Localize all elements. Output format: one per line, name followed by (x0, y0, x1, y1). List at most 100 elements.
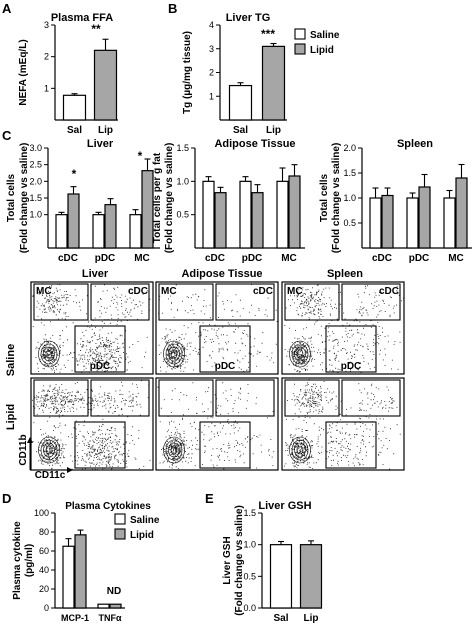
facs-contour (296, 445, 304, 455)
facs-plot-saline-1: MC cDC pDC (155, 281, 279, 375)
bar (251, 192, 264, 249)
chart-title: Liver TG (226, 12, 271, 24)
y-tick-label: 1 (209, 91, 214, 101)
facs-contour (168, 442, 180, 458)
facs-contour (170, 349, 178, 359)
bar (74, 534, 87, 609)
bar (97, 603, 110, 609)
facs-plot-frame (155, 281, 279, 375)
facs-y-axis-label: CD11b (18, 434, 29, 465)
y-tick-label: 0.0 (243, 603, 256, 613)
facs-events (32, 283, 151, 373)
facs-contour (168, 346, 180, 362)
facs-contour (289, 340, 311, 368)
y-tick-label: 2 (209, 68, 214, 78)
liver-cells-chart: Liver Total cells (Fold change vs saline) 1… (6, 138, 160, 264)
y-axis-label-line2: (Fold change vs saline) (164, 143, 175, 254)
panel-letter-c: C (2, 128, 12, 143)
facs-contour (43, 442, 55, 458)
facs-gate-pdc (199, 421, 251, 469)
x-category-label: Sal (233, 125, 248, 136)
facs-contour (38, 340, 60, 368)
facs-plot-frame (30, 377, 154, 471)
bar (228, 84, 253, 121)
facs-gate-cdc-label: cDC (128, 286, 148, 297)
bar (261, 45, 286, 121)
facs-gate-cdc-label: cDC (253, 286, 273, 297)
significance-marker-liver-mc: * (138, 149, 143, 163)
x-category-label: TNFα (98, 613, 121, 623)
facs-contour (40, 343, 58, 365)
bar (214, 192, 227, 249)
x-category-label: pDC (409, 253, 430, 264)
facs-plot-frame (281, 281, 405, 375)
y-tick-label: 0.5 (343, 218, 356, 228)
bar (202, 180, 215, 249)
y-tick-label: 1.5 (176, 143, 189, 153)
facs-gate-cdc (341, 283, 401, 321)
bar (276, 180, 289, 249)
facs-gate-cdc (90, 283, 150, 321)
x-category-label: Sal (67, 125, 82, 136)
bar (381, 194, 394, 249)
facs-contour (289, 436, 311, 464)
liver-tg-chart: Liver TG Tg (µg/mg tissue) 1 2 3 4 Sal Lip Salin… (182, 12, 340, 136)
legend-label: Lipid (130, 530, 154, 541)
y-tick-label: 60 (39, 546, 49, 556)
y-tick-label: 4 (209, 20, 214, 30)
facs-gate-pdc (74, 421, 126, 469)
y-tick-label: 20 (39, 584, 49, 594)
facs-gate-pdc-label: pDC (215, 361, 236, 372)
facs-contour (165, 439, 183, 461)
x-arrow-head (67, 467, 73, 473)
facs-column-spleen: Spleen (327, 268, 363, 280)
facs-row-lipid: Lipid (5, 404, 17, 430)
bar (62, 94, 87, 121)
facs-column-liver: Liver (82, 268, 109, 280)
x-category-label: pDC (242, 253, 263, 264)
bar (109, 603, 122, 609)
facs-contour (294, 346, 306, 362)
y-tick-label: 2.5 (29, 160, 42, 170)
y-axis-label: Tg (µg/mg tissue) (182, 31, 193, 114)
legend-swatch (294, 43, 306, 55)
bar (55, 214, 68, 249)
facs-contour (165, 343, 183, 365)
y-tick-label: 0.5 (243, 571, 256, 581)
x-category-label: cDC (58, 253, 78, 264)
bar (406, 197, 419, 249)
x-category-label: MC (134, 253, 150, 264)
panel-letter-d: D (2, 491, 11, 506)
bar (455, 177, 468, 249)
x-category-label: pDC (95, 253, 116, 264)
chart-title: Adipose Tissue (214, 138, 295, 150)
panel-letter-e: E (205, 491, 214, 506)
chart-title: Plasma Cytokines (65, 501, 151, 512)
significance-marker-a: ** (91, 22, 101, 36)
facs-contour (296, 349, 304, 359)
y-tick-label: 2.0 (343, 143, 356, 153)
facs-events (157, 382, 275, 470)
facs-contour (163, 340, 185, 368)
x-category-label: Lip (98, 125, 113, 136)
y-axis-label-line2: (pg/ml) (24, 544, 35, 577)
bar (129, 214, 142, 249)
y-tick-label: 0.5 (176, 210, 189, 220)
y-axis-label-line2: (Fold change vs saline) (19, 143, 30, 254)
y-tick-label: 1.5 (343, 168, 356, 178)
y-tick-label: 2.0 (29, 176, 42, 186)
facs-plot-saline-2: MC cDC pDC (281, 281, 405, 375)
x-category-label: Lip (266, 125, 281, 136)
legend-label: Lipid (310, 45, 334, 56)
y-tick-label: 1.5 (29, 193, 42, 203)
facs-gate-mc-label: MC (287, 286, 303, 297)
facs-contour (291, 343, 309, 365)
bar (239, 180, 252, 249)
y-axis-label: Liver GSH (222, 536, 233, 584)
chart-title: Plasma FFA (51, 12, 113, 24)
bar (288, 175, 301, 249)
facs-events (32, 380, 151, 470)
x-category-label: cDC (372, 253, 392, 264)
facs-contour (43, 346, 55, 362)
y-tick-label: 100 (34, 508, 49, 518)
